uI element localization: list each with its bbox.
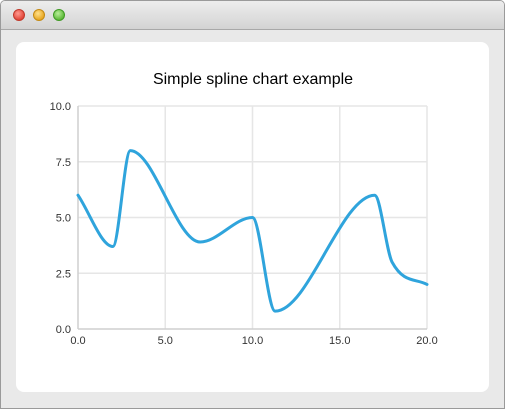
tick-labels: 0.0 5.0 10.0 15.0 20.0 0.0 2.5 5.0 7.5 10.0 [50, 101, 438, 347]
y-tick-label: 2.5 [56, 268, 71, 280]
x-tick-label: 20.0 [416, 335, 437, 347]
axes [77, 106, 427, 330]
chart-view: Simple spline chart example 0.0 5.0 10.0 15… [16, 42, 489, 392]
spline-series-line [76, 149, 429, 313]
series-layer [76, 149, 429, 313]
spline-chart: Simple spline chart example 0.0 5.0 10.0 15… [50, 71, 438, 347]
chart-title: Simple spline chart example [153, 71, 353, 88]
minimize-window-button[interactable] [33, 9, 45, 21]
x-tick-label: 0.0 [70, 335, 85, 347]
x-tick-label: 15.0 [329, 335, 350, 347]
y-tick-label: 5.0 [56, 213, 71, 225]
y-tick-label: 7.5 [56, 157, 71, 169]
x-tick-label: 5.0 [158, 335, 173, 347]
x-tick-label: 10.0 [242, 335, 263, 347]
close-window-button[interactable] [13, 9, 25, 21]
window-content: Simple spline chart example 0.0 5.0 10.0 15… [1, 30, 504, 408]
y-tick-label: 10.0 [50, 101, 71, 113]
zoom-window-button[interactable] [53, 9, 65, 21]
y-tick-label: 0.0 [56, 324, 71, 336]
title-bar [1, 1, 504, 30]
